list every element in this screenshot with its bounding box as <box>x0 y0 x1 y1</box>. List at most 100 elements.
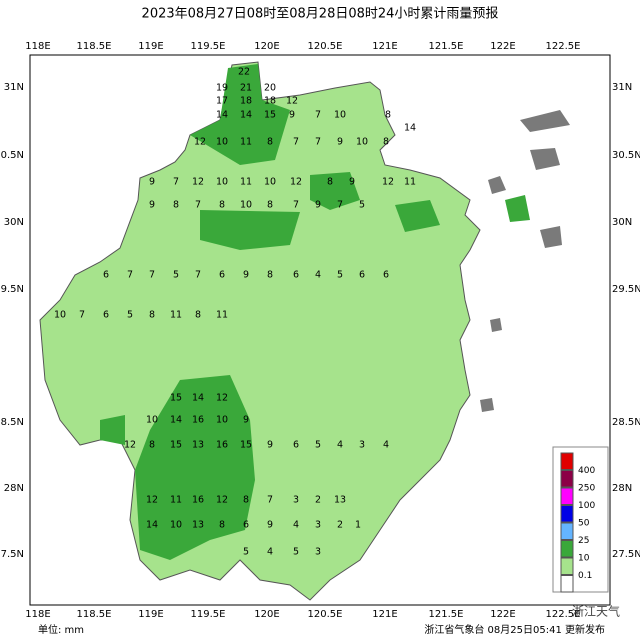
rain-value: 2 <box>337 520 343 531</box>
rain-value: 9 <box>243 270 249 281</box>
rain-value: 5 <box>359 200 365 211</box>
rain-value: 5 <box>315 440 321 451</box>
rain-value: 13 <box>192 520 204 531</box>
heavy-rain-areas <box>100 64 530 560</box>
rain-value: 9 <box>349 177 355 188</box>
lon-label-bottom: 120E <box>254 609 279 620</box>
rain-value: 7 <box>315 110 321 121</box>
lon-label-bottom: 119E <box>138 609 163 620</box>
rain-value: 12 <box>146 495 158 506</box>
lon-label-bottom: 118E <box>25 609 50 620</box>
rain-value: 14 <box>216 110 228 121</box>
legend-label: 0.1 <box>578 571 592 581</box>
rain-value: 10 <box>170 520 182 531</box>
rain-value: 10 <box>356 137 368 148</box>
lon-label-bottom: 120.5E <box>308 609 343 620</box>
rain-value: 13 <box>192 440 204 451</box>
rain-value: 3 <box>315 547 321 558</box>
rain-value: 13 <box>334 495 346 506</box>
rain-value: 14 <box>404 123 416 134</box>
rain-value: 8 <box>195 310 201 321</box>
legend-swatch <box>560 452 574 470</box>
lon-label-top: 120E <box>254 41 279 52</box>
rain-value: 19 <box>216 83 228 94</box>
rain-value: 5 <box>293 547 299 558</box>
unit-label: 单位: mm <box>38 623 84 636</box>
rain-value: 18 <box>240 96 252 107</box>
rain-value: 17 <box>216 96 228 107</box>
lon-label-top: 120.5E <box>308 41 343 52</box>
lon-label-bottom: 122E <box>490 609 515 620</box>
map-title: 2023年08月27日08时至08月28日08时24小时累计雨量预报 <box>142 7 499 22</box>
rain-value: 15 <box>240 440 252 451</box>
rain-value: 7 <box>337 200 343 211</box>
rain-value: 7 <box>127 270 133 281</box>
rain-value: 9 <box>289 110 295 121</box>
rain-value: 11 <box>170 495 182 506</box>
rain-value: 10 <box>146 415 158 426</box>
rain-value: 8 <box>149 440 155 451</box>
lon-label-bottom: 122.5E <box>546 609 581 620</box>
rain-value: 5 <box>127 310 133 321</box>
rain-value: 8 <box>267 137 273 148</box>
lon-label-bottom: 118.5E <box>77 609 112 620</box>
rain-value: 10 <box>264 177 276 188</box>
rain-value: 15 <box>264 110 276 121</box>
rain-value: 6 <box>293 270 299 281</box>
lat-label-left: 28N <box>4 483 24 494</box>
rain-value: 4 <box>315 270 321 281</box>
lon-label-bottom: 121E <box>372 609 397 620</box>
rain-value: 6 <box>359 270 365 281</box>
rain-value: 2 <box>315 495 321 506</box>
rain-value: 8 <box>385 110 391 121</box>
lon-label-top: 119E <box>138 41 163 52</box>
rain-value: 9 <box>267 520 273 531</box>
rain-value: 8 <box>267 270 273 281</box>
issuer: 浙江省气象台 08月25日05:41 更新发布 <box>424 623 605 636</box>
lat-label-left: 31N <box>4 82 24 93</box>
rain-value: 14 <box>170 415 182 426</box>
rain-value: 6 <box>243 520 249 531</box>
rain-value: 5 <box>337 270 343 281</box>
rain-value: 9 <box>337 137 343 148</box>
rain-value: 7 <box>149 270 155 281</box>
rain-value: 1 <box>355 520 361 531</box>
rain-value: 7 <box>315 137 321 148</box>
rain-value: 7 <box>195 270 201 281</box>
rain-value: 3 <box>315 520 321 531</box>
rain-value: 12 <box>286 96 298 107</box>
rain-value: 5 <box>173 270 179 281</box>
lat-label-right: 28N <box>612 483 632 494</box>
lon-label-top: 119.5E <box>191 41 226 52</box>
rain-value: 5 <box>243 547 249 558</box>
rain-value: 8 <box>149 310 155 321</box>
lon-label-top: 121.5E <box>429 41 464 52</box>
rain-value: 7 <box>293 200 299 211</box>
rain-value: 18 <box>264 96 276 107</box>
rain-value: 8 <box>219 520 225 531</box>
lon-label-bottom: 119.5E <box>191 609 226 620</box>
rain-value: 15 <box>170 393 182 404</box>
rain-value: 12 <box>382 177 394 188</box>
legend-swatch <box>560 575 574 593</box>
lon-label-top: 118E <box>25 41 50 52</box>
rain-value: 4 <box>293 520 299 531</box>
rain-value: 10 <box>334 110 346 121</box>
rain-value: 9 <box>149 200 155 211</box>
rain-value: 10 <box>54 310 66 321</box>
rain-value: 11 <box>404 177 416 188</box>
rain-value: 8 <box>327 177 333 188</box>
rain-value: 7 <box>173 177 179 188</box>
rain-value: 12 <box>290 177 302 188</box>
rain-value: 11 <box>240 137 252 148</box>
legend-label: 10 <box>578 554 590 564</box>
rain-value: 12 <box>216 495 228 506</box>
rain-value: 11 <box>170 310 182 321</box>
lat-label-right: 30N <box>612 217 632 228</box>
rain-value: 16 <box>216 440 228 451</box>
rain-value: 6 <box>103 270 109 281</box>
legend-label: 25 <box>578 536 589 546</box>
rain-value: 11 <box>240 177 252 188</box>
rain-value: 10 <box>216 415 228 426</box>
